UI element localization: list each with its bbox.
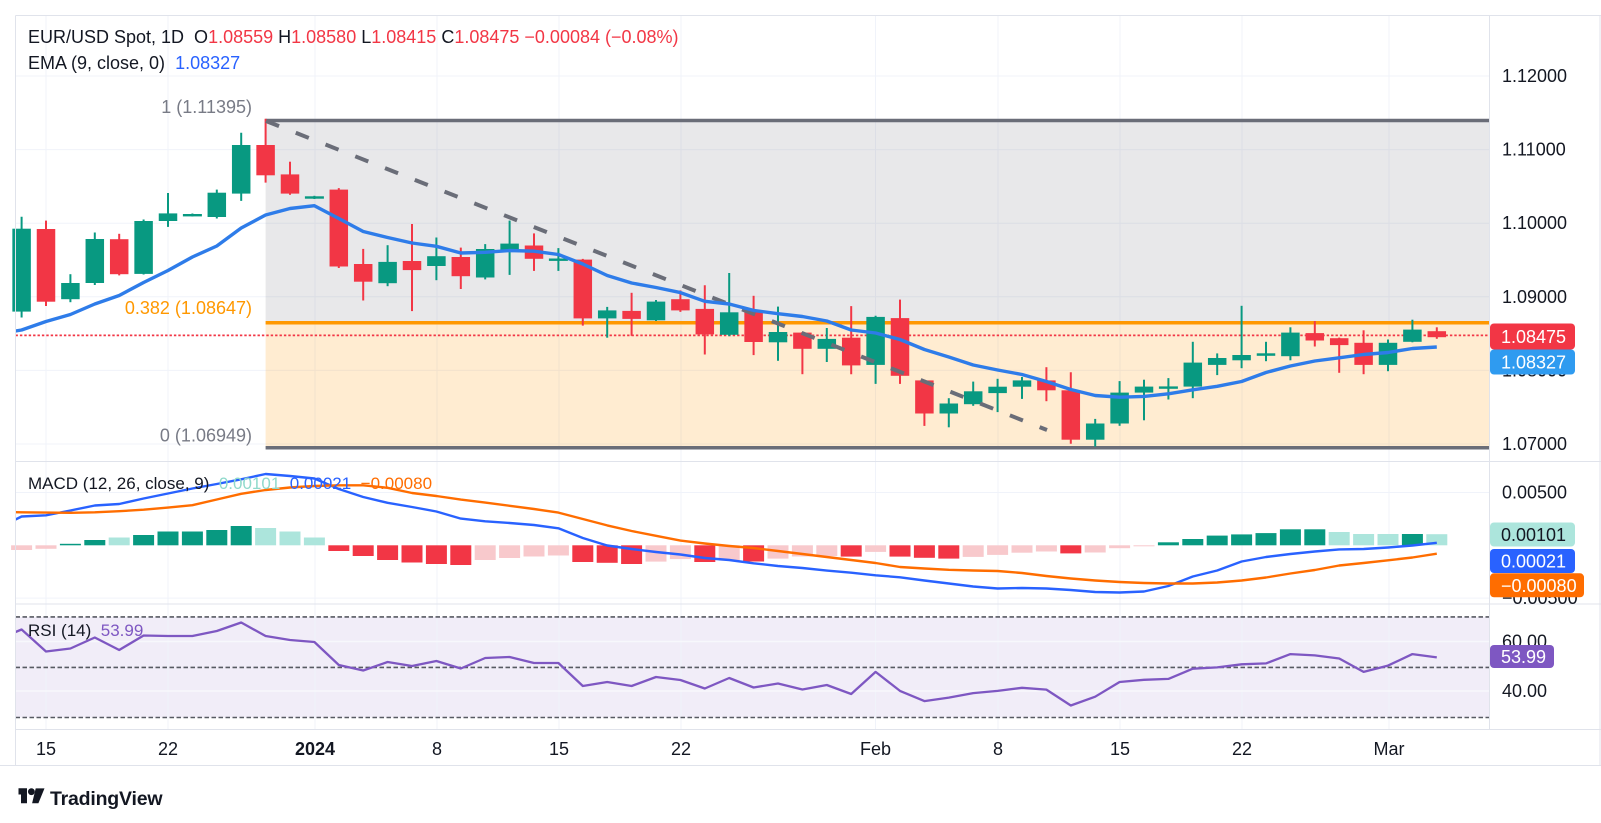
svg-text:1.08475: 1.08475 [1501, 327, 1566, 347]
svg-text:22: 22 [1232, 739, 1252, 759]
svg-text:1.10000: 1.10000 [1502, 213, 1567, 233]
svg-text:53.99: 53.99 [1501, 647, 1546, 667]
svg-text:2024: 2024 [295, 739, 335, 759]
svg-text:15: 15 [1110, 739, 1130, 759]
svg-text:8: 8 [993, 739, 1003, 759]
svg-text:1.12000: 1.12000 [1502, 66, 1567, 86]
svg-text:22: 22 [671, 739, 691, 759]
svg-text:1.07000: 1.07000 [1502, 434, 1567, 454]
svg-text:1.09000: 1.09000 [1502, 287, 1567, 307]
svg-text:1 (1.11395): 1 (1.11395) [161, 97, 252, 117]
svg-text:−0.00080: −0.00080 [1501, 576, 1577, 596]
svg-text:MACD (12, 26, close, 9) 0.001: MACD (12, 26, close, 9) 0.00101 0.00021 … [28, 474, 432, 493]
svg-text:0.00500: 0.00500 [1502, 483, 1567, 503]
svg-text:0.00021: 0.00021 [1501, 552, 1566, 572]
svg-text:1.08327: 1.08327 [1501, 353, 1566, 373]
svg-text:Mar: Mar [1374, 739, 1405, 759]
svg-text:Feb: Feb [860, 739, 891, 759]
svg-text:22: 22 [158, 739, 178, 759]
svg-text:0.00101: 0.00101 [1501, 525, 1566, 545]
svg-text:EUR/USD Spot, 1D O1.08559 H1.: EUR/USD Spot, 1D O1.08559 H1.08580 L1.08… [28, 27, 679, 47]
svg-text:8: 8 [432, 739, 442, 759]
svg-text:15: 15 [549, 739, 569, 759]
svg-text:0.382 (1.08647): 0.382 (1.08647) [125, 298, 252, 318]
svg-text:0 (1.06949): 0 (1.06949) [160, 426, 252, 446]
svg-text:15: 15 [36, 739, 56, 759]
svg-text:EMA (9, close, 0) 1.08327: EMA (9, close, 0) 1.08327 [28, 53, 240, 73]
svg-text:TradingView: TradingView [50, 788, 163, 810]
svg-text:RSI (14) 53.99: RSI (14) 53.99 [28, 621, 143, 640]
svg-text:1.11000: 1.11000 [1502, 140, 1566, 160]
svg-text:40.00: 40.00 [1502, 681, 1547, 701]
